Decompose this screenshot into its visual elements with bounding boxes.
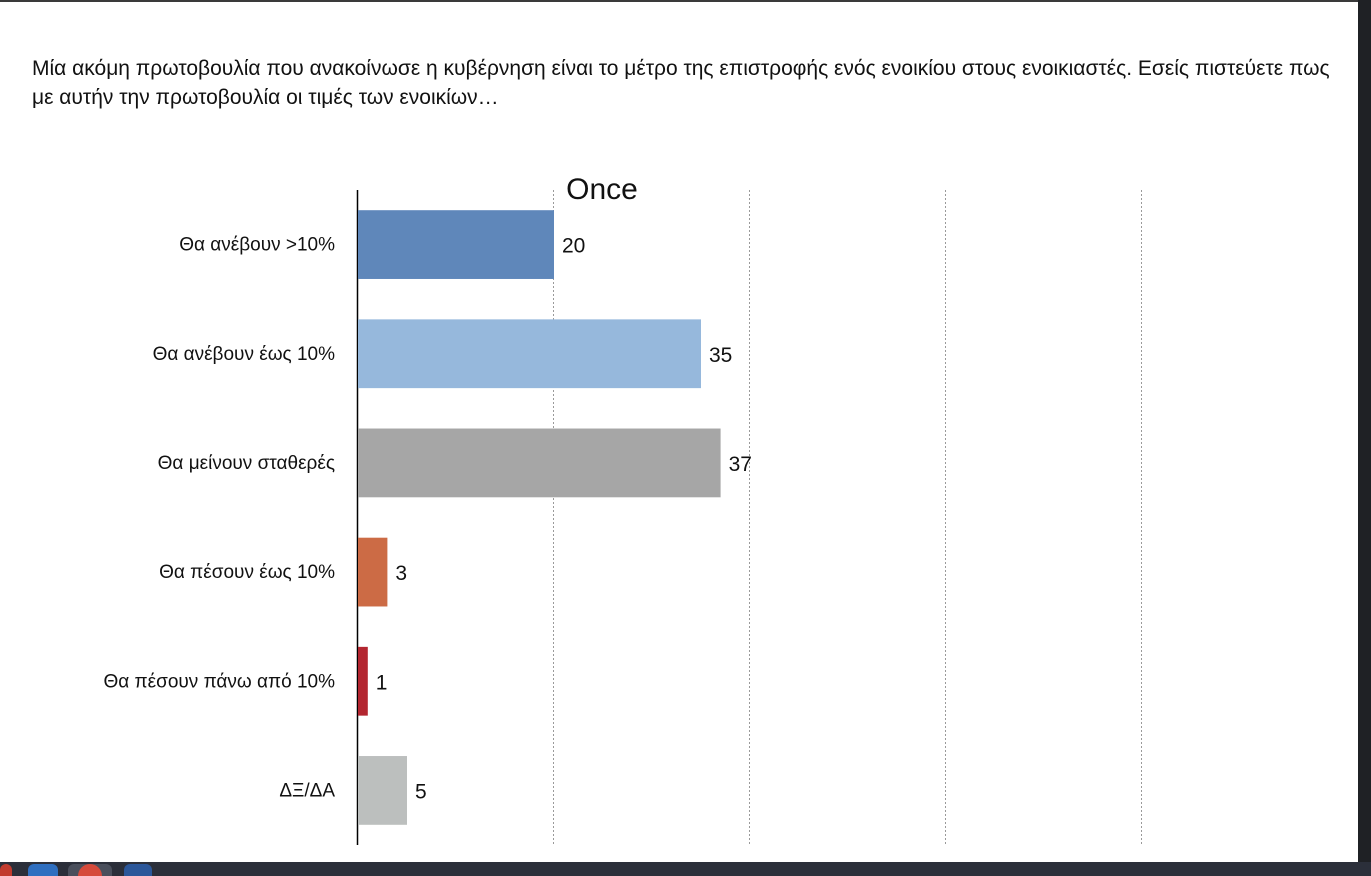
- bar: [358, 319, 701, 389]
- category-label: ΔΞ/ΔΑ: [279, 780, 335, 801]
- chrome-icon: [78, 864, 102, 876]
- question-text: Μία ακόμη πρωτοβουλία που ανακοίνωσε η κ…: [32, 57, 1330, 109]
- bar-chart: Θα ανέβουν >10% Θα ανέβουν έως 10% Θα μείν…: [104, 173, 1142, 845]
- value-label: 20: [562, 235, 585, 258]
- gridlines: [553, 190, 1142, 845]
- category-label: Θα πέσουν πάνω από 10%: [104, 671, 336, 692]
- chart-title: Once: [566, 173, 638, 206]
- bar: [358, 537, 388, 607]
- window-edge: [1358, 0, 1371, 862]
- value-label: 37: [729, 453, 752, 476]
- category-labels: Θα ανέβουν >10% Θα ανέβουν έως 10% Θα μείν…: [104, 235, 336, 802]
- taskbar: [0, 862, 1371, 876]
- value-label: 1: [376, 671, 388, 694]
- bar: [358, 646, 368, 716]
- category-label: Θα ανέβουν έως 10%: [153, 344, 336, 365]
- category-label: Θα μείνουν σταθερές: [158, 453, 335, 474]
- category-label: Θα πέσουν έως 10%: [159, 562, 335, 583]
- slide-page: Μία ακόμη πρωτοβουλία που ανακοίνωσε η κ…: [0, 0, 1358, 862]
- bars: [358, 210, 721, 825]
- chrome-icon-slot[interactable]: [68, 864, 112, 876]
- value-label: 35: [709, 344, 732, 367]
- bar: [358, 428, 721, 498]
- red-app-icon[interactable]: [0, 864, 12, 876]
- word-icon[interactable]: [124, 864, 152, 876]
- category-label: Θα ανέβουν >10%: [179, 235, 335, 256]
- bar: [358, 756, 407, 825]
- value-label: 3: [395, 562, 407, 585]
- value-labels: 20 35 37 3 1 5: [376, 235, 752, 804]
- bar: [358, 210, 554, 279]
- blue-app-icon[interactable]: [28, 864, 58, 876]
- value-label: 5: [415, 780, 427, 803]
